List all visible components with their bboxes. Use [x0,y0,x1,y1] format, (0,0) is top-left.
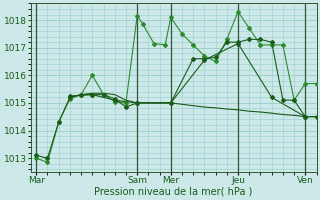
X-axis label: Pression niveau de la mer( hPa ): Pression niveau de la mer( hPa ) [94,187,253,197]
